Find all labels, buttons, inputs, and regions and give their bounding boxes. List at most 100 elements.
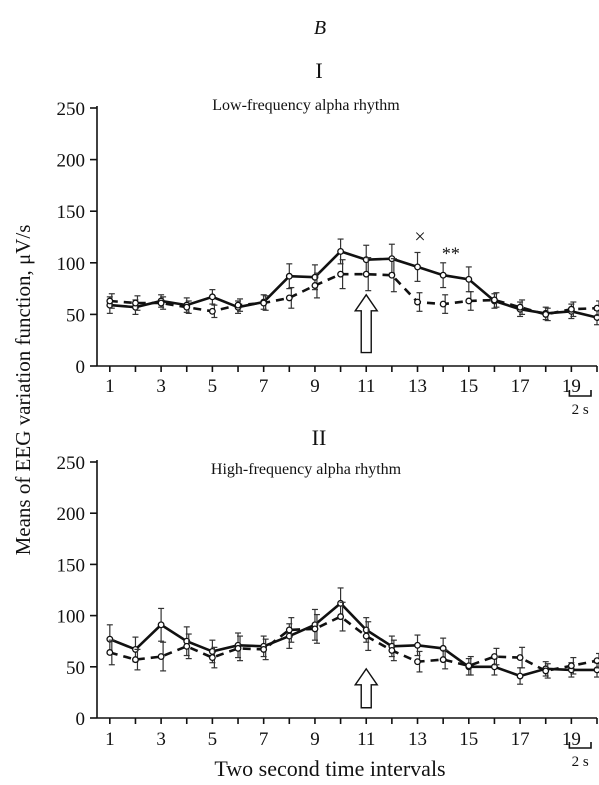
- x-tick-label: 13: [408, 729, 427, 750]
- x-tick-label: 7: [259, 376, 269, 397]
- y-tick-label: 150: [57, 555, 86, 576]
- data-point: [440, 301, 446, 307]
- data-point: [415, 264, 421, 270]
- x-tick-label: 19: [562, 729, 581, 750]
- y-tick-label: 100: [57, 607, 86, 628]
- x-tick-label: 15: [459, 376, 478, 397]
- data-point: [210, 655, 216, 661]
- y-tick-label: 0: [76, 357, 86, 378]
- data-point: [466, 663, 472, 669]
- x-tick-label: 11: [357, 376, 375, 397]
- data-point: [184, 304, 190, 310]
- x-tick-label: 5: [208, 729, 218, 750]
- annotation-cross: ×: [414, 226, 425, 248]
- x-tick-label: 15: [459, 729, 478, 750]
- data-point: [543, 668, 549, 674]
- data-point: [107, 650, 113, 656]
- x-tick-label: 17: [511, 376, 530, 397]
- x-tick-label: 9: [310, 376, 320, 397]
- data-point: [133, 300, 139, 306]
- panel-numeral: II: [312, 425, 327, 450]
- y-tick-label: 150: [57, 202, 86, 223]
- x-tick-label: 19: [562, 376, 581, 397]
- x-tick-label: 17: [511, 729, 530, 750]
- data-point: [440, 272, 446, 278]
- y-tick-label: 50: [66, 305, 85, 326]
- data-point: [517, 304, 523, 310]
- data-point: [594, 305, 599, 311]
- y-tick-label: 250: [57, 453, 86, 474]
- data-point: [363, 633, 369, 639]
- x-tick-label: 13: [408, 376, 427, 397]
- data-point: [235, 302, 241, 308]
- y-tick-label: 50: [66, 658, 85, 679]
- chart-title: Low-frequency alpha rhythm: [212, 97, 400, 114]
- x-tick-label: 1: [105, 376, 115, 397]
- chart-panel-II: II High-frequency alpha rhythm 0 50 100 150 20…: [57, 425, 599, 770]
- data-point: [569, 663, 575, 669]
- data-point: [440, 657, 446, 663]
- x-tick-label: 3: [156, 376, 166, 397]
- series-line-solid: [110, 603, 597, 676]
- data-point: [210, 309, 216, 315]
- y-tick-label: 200: [57, 151, 86, 172]
- chart-panel-I: I Low-frequency alpha rhythm 0 50 100 150 200 2…: [57, 58, 599, 418]
- panel-numeral: I: [315, 58, 322, 83]
- data-point: [517, 673, 523, 679]
- data-point: [338, 271, 344, 277]
- data-point: [312, 626, 318, 632]
- data-point: [235, 646, 241, 652]
- data-point: [133, 657, 139, 663]
- data-point: [415, 642, 421, 648]
- series-line-dashed: [110, 274, 597, 314]
- y-tick-label: 100: [57, 254, 86, 275]
- x-tick-label: 3: [156, 729, 166, 750]
- series-line-dashed: [110, 617, 597, 671]
- scale-bar-label: 2 s: [572, 754, 589, 770]
- data-point: [287, 627, 293, 633]
- data-point: [415, 299, 421, 305]
- panel-letter: B: [314, 17, 326, 39]
- scale-bar-label: 2 s: [572, 402, 589, 418]
- data-point: [338, 614, 344, 620]
- y-axis-label: Means of EEG variation function, μV/s: [11, 225, 35, 556]
- x-tick-label: 1: [105, 729, 115, 750]
- data-point: [389, 648, 395, 654]
- data-point: [415, 659, 421, 665]
- x-tick-label: 9: [310, 729, 320, 750]
- annotation-significance: **: [442, 244, 460, 264]
- data-point: [492, 297, 498, 303]
- data-point: [261, 647, 267, 653]
- data-point: [158, 622, 164, 628]
- data-point: [338, 249, 344, 255]
- data-point: [389, 272, 395, 278]
- x-tick-label: 7: [259, 729, 269, 750]
- x-tick-label: 5: [208, 376, 218, 397]
- data-point: [210, 294, 216, 300]
- x-tick-label: 11: [357, 729, 375, 750]
- data-point: [466, 277, 472, 283]
- data-point: [517, 655, 523, 661]
- data-point: [312, 283, 318, 289]
- data-point: [466, 298, 472, 304]
- data-point: [287, 273, 293, 279]
- data-point: [492, 654, 498, 660]
- stimulus-arrow: [355, 295, 377, 353]
- y-tick-label: 200: [57, 504, 86, 525]
- chart-title: High-frequency alpha rhythm: [211, 461, 402, 478]
- data-point: [363, 271, 369, 277]
- y-tick-label: 250: [57, 99, 86, 120]
- data-point: [569, 306, 575, 312]
- data-point: [184, 644, 190, 650]
- y-tick-label: 0: [76, 709, 86, 730]
- data-point: [107, 298, 113, 304]
- x-axis-label: Two second time intervals: [214, 756, 445, 781]
- data-point: [261, 300, 267, 306]
- stimulus-arrow: [355, 669, 377, 708]
- data-point: [158, 654, 164, 660]
- data-point: [158, 300, 164, 306]
- data-point: [543, 312, 549, 318]
- data-point: [594, 658, 599, 664]
- data-point: [287, 295, 293, 301]
